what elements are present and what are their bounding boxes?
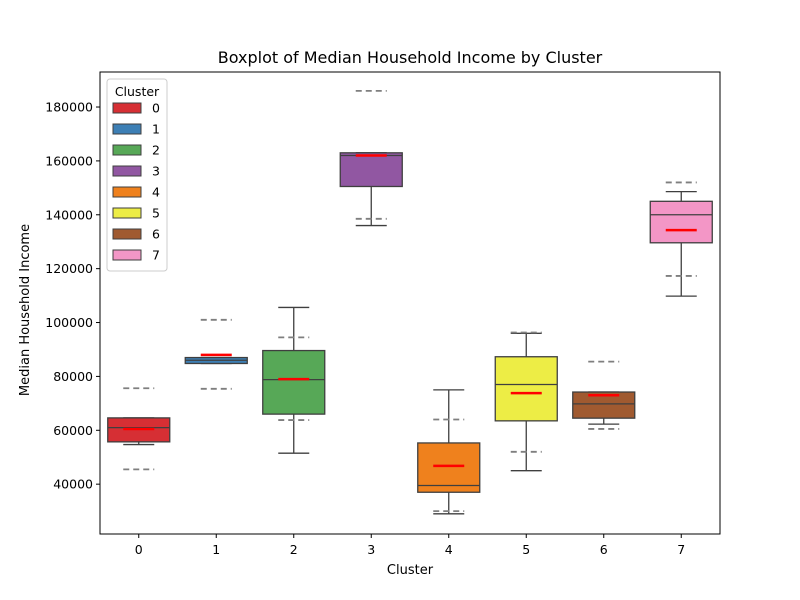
plot-area: 40000 60000 80000 100000 120000 140000 160000 1… bbox=[45, 89, 713, 557]
y-tick-label: 140000 bbox=[45, 207, 93, 222]
legend-label-4: 4 bbox=[152, 185, 160, 200]
box-cluster-6 bbox=[572, 360, 636, 430]
chart-title: Boxplot of Median Household Income by Cl… bbox=[218, 48, 603, 67]
x-tick-label: 1 bbox=[212, 542, 220, 557]
box-cluster-0 bbox=[107, 387, 171, 471]
y-axis-label: Median Household Income bbox=[18, 224, 33, 396]
y-tick-label: 160000 bbox=[45, 153, 93, 168]
legend-swatch-0 bbox=[112, 102, 142, 114]
y-tick-label: 120000 bbox=[45, 261, 93, 276]
y-tick-label: 100000 bbox=[45, 315, 93, 330]
box-cluster-5 bbox=[494, 331, 558, 472]
y-tick-label: 180000 bbox=[45, 100, 93, 115]
legend-label-5: 5 bbox=[152, 206, 160, 221]
legend-title: Cluster bbox=[115, 84, 160, 99]
x-tick-label: 4 bbox=[445, 542, 453, 557]
x-tick-label: 6 bbox=[600, 542, 608, 557]
legend-label-7: 7 bbox=[152, 248, 160, 263]
x-axis-label: Cluster bbox=[387, 563, 434, 578]
box-iqr bbox=[339, 152, 403, 188]
legend-swatch-3 bbox=[112, 165, 142, 177]
box-iqr bbox=[649, 200, 713, 244]
y-tick-label: 40000 bbox=[53, 477, 93, 492]
legend-swatch-2 bbox=[112, 144, 142, 156]
x-tick-label: 7 bbox=[677, 542, 685, 557]
y-tick-label: 60000 bbox=[53, 423, 93, 438]
legend-label-1: 1 bbox=[152, 122, 160, 137]
box-cluster-1 bbox=[184, 318, 248, 390]
x-tick-label: 2 bbox=[290, 542, 298, 557]
x-tick-label: 5 bbox=[522, 542, 530, 557]
legend-swatch-7 bbox=[112, 249, 142, 261]
legend-label-0: 0 bbox=[152, 101, 160, 116]
x-tick-label: 3 bbox=[367, 542, 375, 557]
box-cluster-4 bbox=[417, 389, 481, 515]
legend-swatch-1 bbox=[112, 123, 142, 135]
box-cluster-2 bbox=[262, 306, 326, 454]
box-cluster-3 bbox=[339, 89, 403, 227]
x-tick-label: 0 bbox=[135, 542, 143, 557]
legend-label-3: 3 bbox=[152, 164, 160, 179]
legend-swatch-6 bbox=[112, 228, 142, 240]
legend-label-2: 2 bbox=[152, 143, 160, 158]
legend: Cluster 0 1 2 3 4 5 6 7 bbox=[106, 78, 168, 272]
box-iqr bbox=[417, 442, 481, 493]
box-iqr bbox=[494, 356, 558, 422]
box-cluster-7 bbox=[649, 181, 713, 297]
legend-label-6: 6 bbox=[152, 227, 160, 242]
y-tick-label: 80000 bbox=[53, 369, 93, 384]
legend-swatch-5 bbox=[112, 207, 142, 219]
axes-frame bbox=[99, 71, 721, 535]
legend-swatch-4 bbox=[112, 186, 142, 198]
box-iqr bbox=[262, 349, 326, 415]
